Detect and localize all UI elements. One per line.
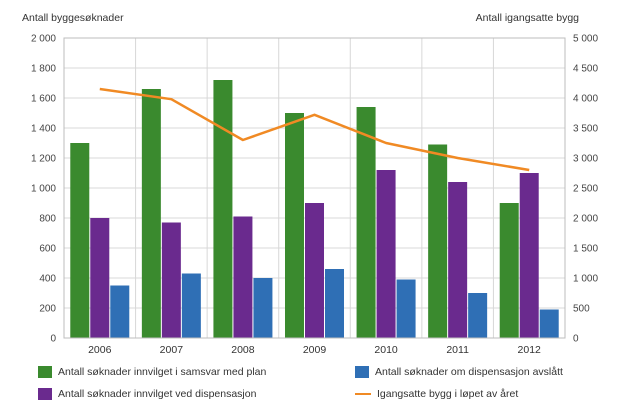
bar-2007-s0 [141,89,161,338]
left-tick-label: 400 [39,274,56,285]
bar-2009-s0 [285,113,304,338]
left-tick-label: 2 000 [31,34,56,45]
axes-group: 0 0 200 500 400 1 000 600 1 500 800 2 000 1 000 2 5… [31,34,598,357]
left-tick-label: 1 600 [31,94,56,105]
left-tick-label: 1 400 [31,124,56,135]
bar-2006-s2 [110,285,130,338]
right-tick-label: 500 [573,304,590,315]
legend-swatch-plan [38,366,52,378]
bar-2008-s2 [253,278,273,338]
legend-item-plan: Antall søknader innvilget i samsvar med … [38,366,266,378]
legend-item-avslatt: Antall søknader om dispensasjon avslått [355,366,563,378]
bar-2012-s2 [539,309,559,338]
legend-label-plan: Antall søknader innvilget i samsvar med … [58,366,267,378]
legend-label-igangsatte: Igangsatte bygg i løpet av året [377,388,519,400]
right-tick-label: 0 [573,334,579,345]
legend-label-avslatt: Antall søknader om dispensasjon avslått [375,366,563,378]
left-axis-label: Antall byggesøknader [22,12,124,24]
right-tick-label: 5 000 [573,34,598,45]
left-tick-label: 0 [50,334,56,345]
legend-item-igangsatte: Igangsatte bygg i løpet av året [355,388,518,400]
line-series-igangsatte [99,87,530,172]
left-tick-label: 1 200 [31,154,56,165]
right-tick-label: 2 500 [573,184,598,195]
right-tick-label: 1 000 [573,274,598,285]
x-tick-label: 2008 [231,344,255,356]
bar-2010-s2 [396,279,416,338]
bar-2011-s0 [428,144,448,338]
bar-2006-s1 [90,218,110,338]
left-tick-label: 200 [39,304,56,315]
bar-2006-s0 [70,143,90,338]
left-tick-label: 1 000 [31,184,56,195]
bar-2011-s2 [468,293,488,338]
x-tick-label: 2012 [518,344,542,356]
bar-group [70,80,559,338]
right-tick-label: 2 000 [573,214,598,225]
x-tick-label: 2010 [374,344,398,356]
right-tick-label: 3 500 [573,124,598,135]
bar-2009-s1 [305,203,324,338]
left-tick-label: 1 800 [31,64,56,75]
x-tick-label: 2009 [303,344,327,356]
bar-2011-s1 [448,182,468,338]
legend-label-dispensasjon: Antall søknader innvilget ved dispensasj… [58,388,257,400]
bar-2007-s1 [161,222,181,338]
bar-2008-s1 [233,216,253,338]
bar-2012-s1 [519,173,539,338]
plot-border [63,37,566,339]
legend-swatch-dispensasjon [38,388,52,400]
bar-2008-s0 [213,80,233,338]
left-tick-label: 600 [39,244,56,255]
bar-2010-s0 [356,107,376,338]
left-tick-label: 800 [39,214,56,225]
bar-2009-s2 [325,269,344,338]
right-tick-label: 1 500 [573,244,598,255]
legend-item-dispensasjon: Antall søknader innvilget ved dispensasj… [38,388,256,400]
x-tick-label: 2011 [446,344,469,356]
bar-2010-s1 [376,170,396,338]
right-tick-label: 4 000 [573,94,598,105]
x-tick-label: 2007 [160,344,184,356]
legend-swatch-igangsatte [355,393,371,395]
right-axis-label: Antall igangsatte bygg [476,12,579,24]
x-tick-label: 2006 [88,344,112,356]
legend-swatch-avslatt [355,366,369,378]
right-tick-label: 4 500 [573,64,598,75]
bar-2012-s0 [499,203,519,338]
bar-2007-s2 [181,273,201,338]
line-group [99,87,530,172]
right-tick-label: 3 000 [573,154,598,165]
